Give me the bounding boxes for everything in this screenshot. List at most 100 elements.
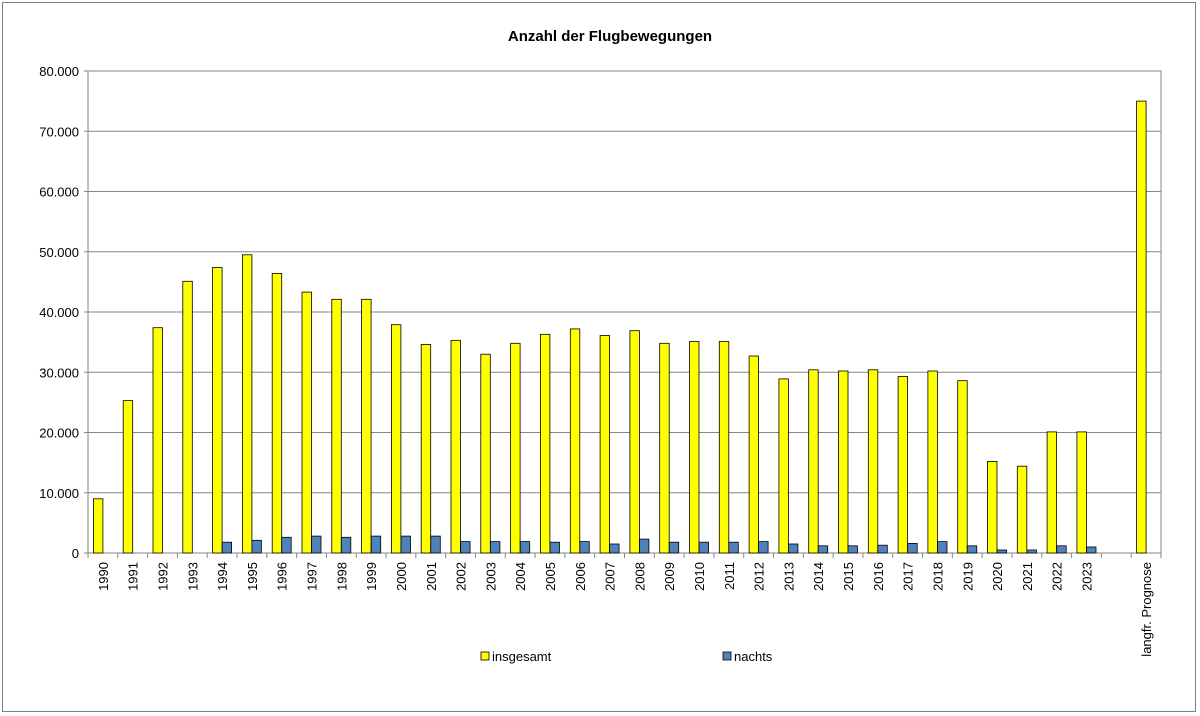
x-tick-label: langfr. Prognose [1139, 562, 1154, 657]
chart-title: Anzahl der Flugbewegungen [508, 28, 712, 45]
bar-insgesamt [152, 327, 163, 554]
y-tick-label: 50.000 [39, 245, 79, 260]
x-tick-label: 1991 [126, 562, 141, 591]
bar-nachts [460, 541, 471, 554]
x-tick-label: 2019 [960, 562, 975, 591]
bar-nachts [579, 541, 590, 554]
bars [93, 100, 1147, 554]
x-tick-label: 1999 [364, 562, 379, 591]
bar-nachts [698, 541, 709, 554]
x-tick-label: 1990 [96, 562, 111, 591]
bar-insgesamt [718, 341, 730, 554]
bar-nachts [311, 535, 322, 554]
x-tick-label: 2008 [632, 562, 647, 591]
bar-insgesamt [241, 254, 253, 554]
bar-insgesamt [1016, 465, 1028, 554]
legend-swatch-insgesamt [480, 651, 490, 661]
x-tick-label: 2021 [1020, 562, 1035, 591]
bar-nachts [549, 541, 560, 554]
bar-insgesamt [1136, 100, 1147, 554]
bar-nachts [370, 535, 382, 554]
bar-nachts [1086, 546, 1097, 554]
bar-insgesamt [778, 378, 789, 554]
bar-insgesamt [808, 369, 819, 554]
bar-nachts [1056, 545, 1067, 554]
x-tick-label: 2009 [662, 562, 677, 591]
bar-insgesamt [689, 341, 700, 554]
x-tick-label: 2014 [811, 562, 826, 591]
x-tick-label: 2018 [931, 562, 946, 591]
x-tick-label: 2007 [603, 562, 618, 591]
x-tick-label: 1992 [156, 562, 171, 591]
bar-nachts [817, 545, 829, 554]
bar-insgesamt [569, 328, 581, 554]
bar-insgesamt [331, 298, 342, 554]
bar-nachts [281, 536, 292, 554]
bar-nachts [340, 536, 352, 554]
x-tick-label: 2017 [901, 562, 916, 591]
bar-insgesamt [957, 380, 968, 554]
x-tick-label: 2000 [394, 562, 409, 591]
bar-nachts [221, 541, 233, 554]
x-tick-label: 2002 [454, 562, 469, 591]
y-axis: 0 10.000 20.000 30.000 40.000 50.000 60.000 70.… [39, 64, 88, 561]
x-tick-label: 2022 [1050, 562, 1065, 591]
bar-insgesamt [748, 355, 759, 554]
y-tick-label: 40.000 [39, 305, 79, 320]
bar-nachts [251, 539, 262, 554]
y-tick-label: 0 [72, 546, 79, 561]
y-tick-label: 10.000 [39, 486, 79, 501]
bar-insgesamt [420, 344, 432, 554]
bar-nachts [788, 543, 799, 554]
bar-insgesamt [629, 330, 640, 554]
x-tick-label: 1996 [275, 562, 290, 591]
x-tick-label: 2004 [513, 562, 528, 591]
x-tick-label: 2005 [543, 562, 558, 591]
bar-insgesamt [122, 400, 134, 554]
bar-nachts [877, 544, 888, 554]
x-axis: 1990 1991 1992 1993 1994 1995 1996 1997 1998 1999… [87, 553, 1162, 657]
x-tick-label: 1997 [305, 562, 320, 591]
bar-nachts [639, 538, 650, 554]
bar-insgesamt [838, 370, 849, 554]
bar-insgesamt [182, 280, 193, 554]
bar-insgesamt [897, 376, 908, 554]
x-tick-label: 1995 [245, 562, 260, 591]
y-tick-label: 80.000 [39, 64, 79, 79]
x-tick-label: 1993 [185, 562, 200, 591]
bar-nachts [519, 541, 531, 554]
bar-insgesamt [1046, 431, 1057, 554]
bar-insgesamt [301, 291, 312, 554]
bar-insgesamt [271, 272, 283, 554]
x-tick-label: 2010 [692, 562, 707, 591]
legend-label-nachts: nachts [734, 649, 773, 664]
bar-insgesamt [390, 324, 402, 554]
x-tick-label: 2001 [424, 562, 439, 591]
legend: insgesamt nachts [480, 649, 773, 664]
legend-swatch-nachts [722, 651, 732, 661]
bar-insgesamt [361, 298, 372, 554]
x-tick-label: 1994 [215, 562, 230, 591]
legend-label-insgesamt: insgesamt [492, 649, 552, 664]
x-tick-label: 2020 [990, 562, 1005, 591]
bar-insgesamt [1076, 431, 1087, 554]
bar-chart: Anzahl der Flugbewegungen 0 10.000 20.000 3… [39, 28, 1162, 664]
x-tick-label: 2013 [781, 562, 796, 591]
bar-insgesamt [540, 333, 551, 554]
x-tick-label: 2012 [752, 562, 767, 591]
x-tick-label: 2003 [483, 562, 498, 591]
x-tick-label: 2006 [573, 562, 588, 591]
bar-insgesamt [93, 498, 104, 554]
bar-insgesamt [927, 370, 938, 554]
bar-insgesamt [212, 266, 223, 554]
bar-nachts [966, 545, 978, 554]
x-tick-label: 2011 [722, 562, 737, 590]
bar-insgesamt [480, 353, 491, 554]
bar-insgesamt [987, 460, 998, 554]
y-tick-label: 20.000 [39, 426, 79, 441]
y-tick-label: 70.000 [39, 124, 79, 139]
bar-nachts [489, 541, 501, 554]
bar-insgesamt [867, 369, 879, 554]
x-tick-label: 2015 [841, 562, 856, 591]
